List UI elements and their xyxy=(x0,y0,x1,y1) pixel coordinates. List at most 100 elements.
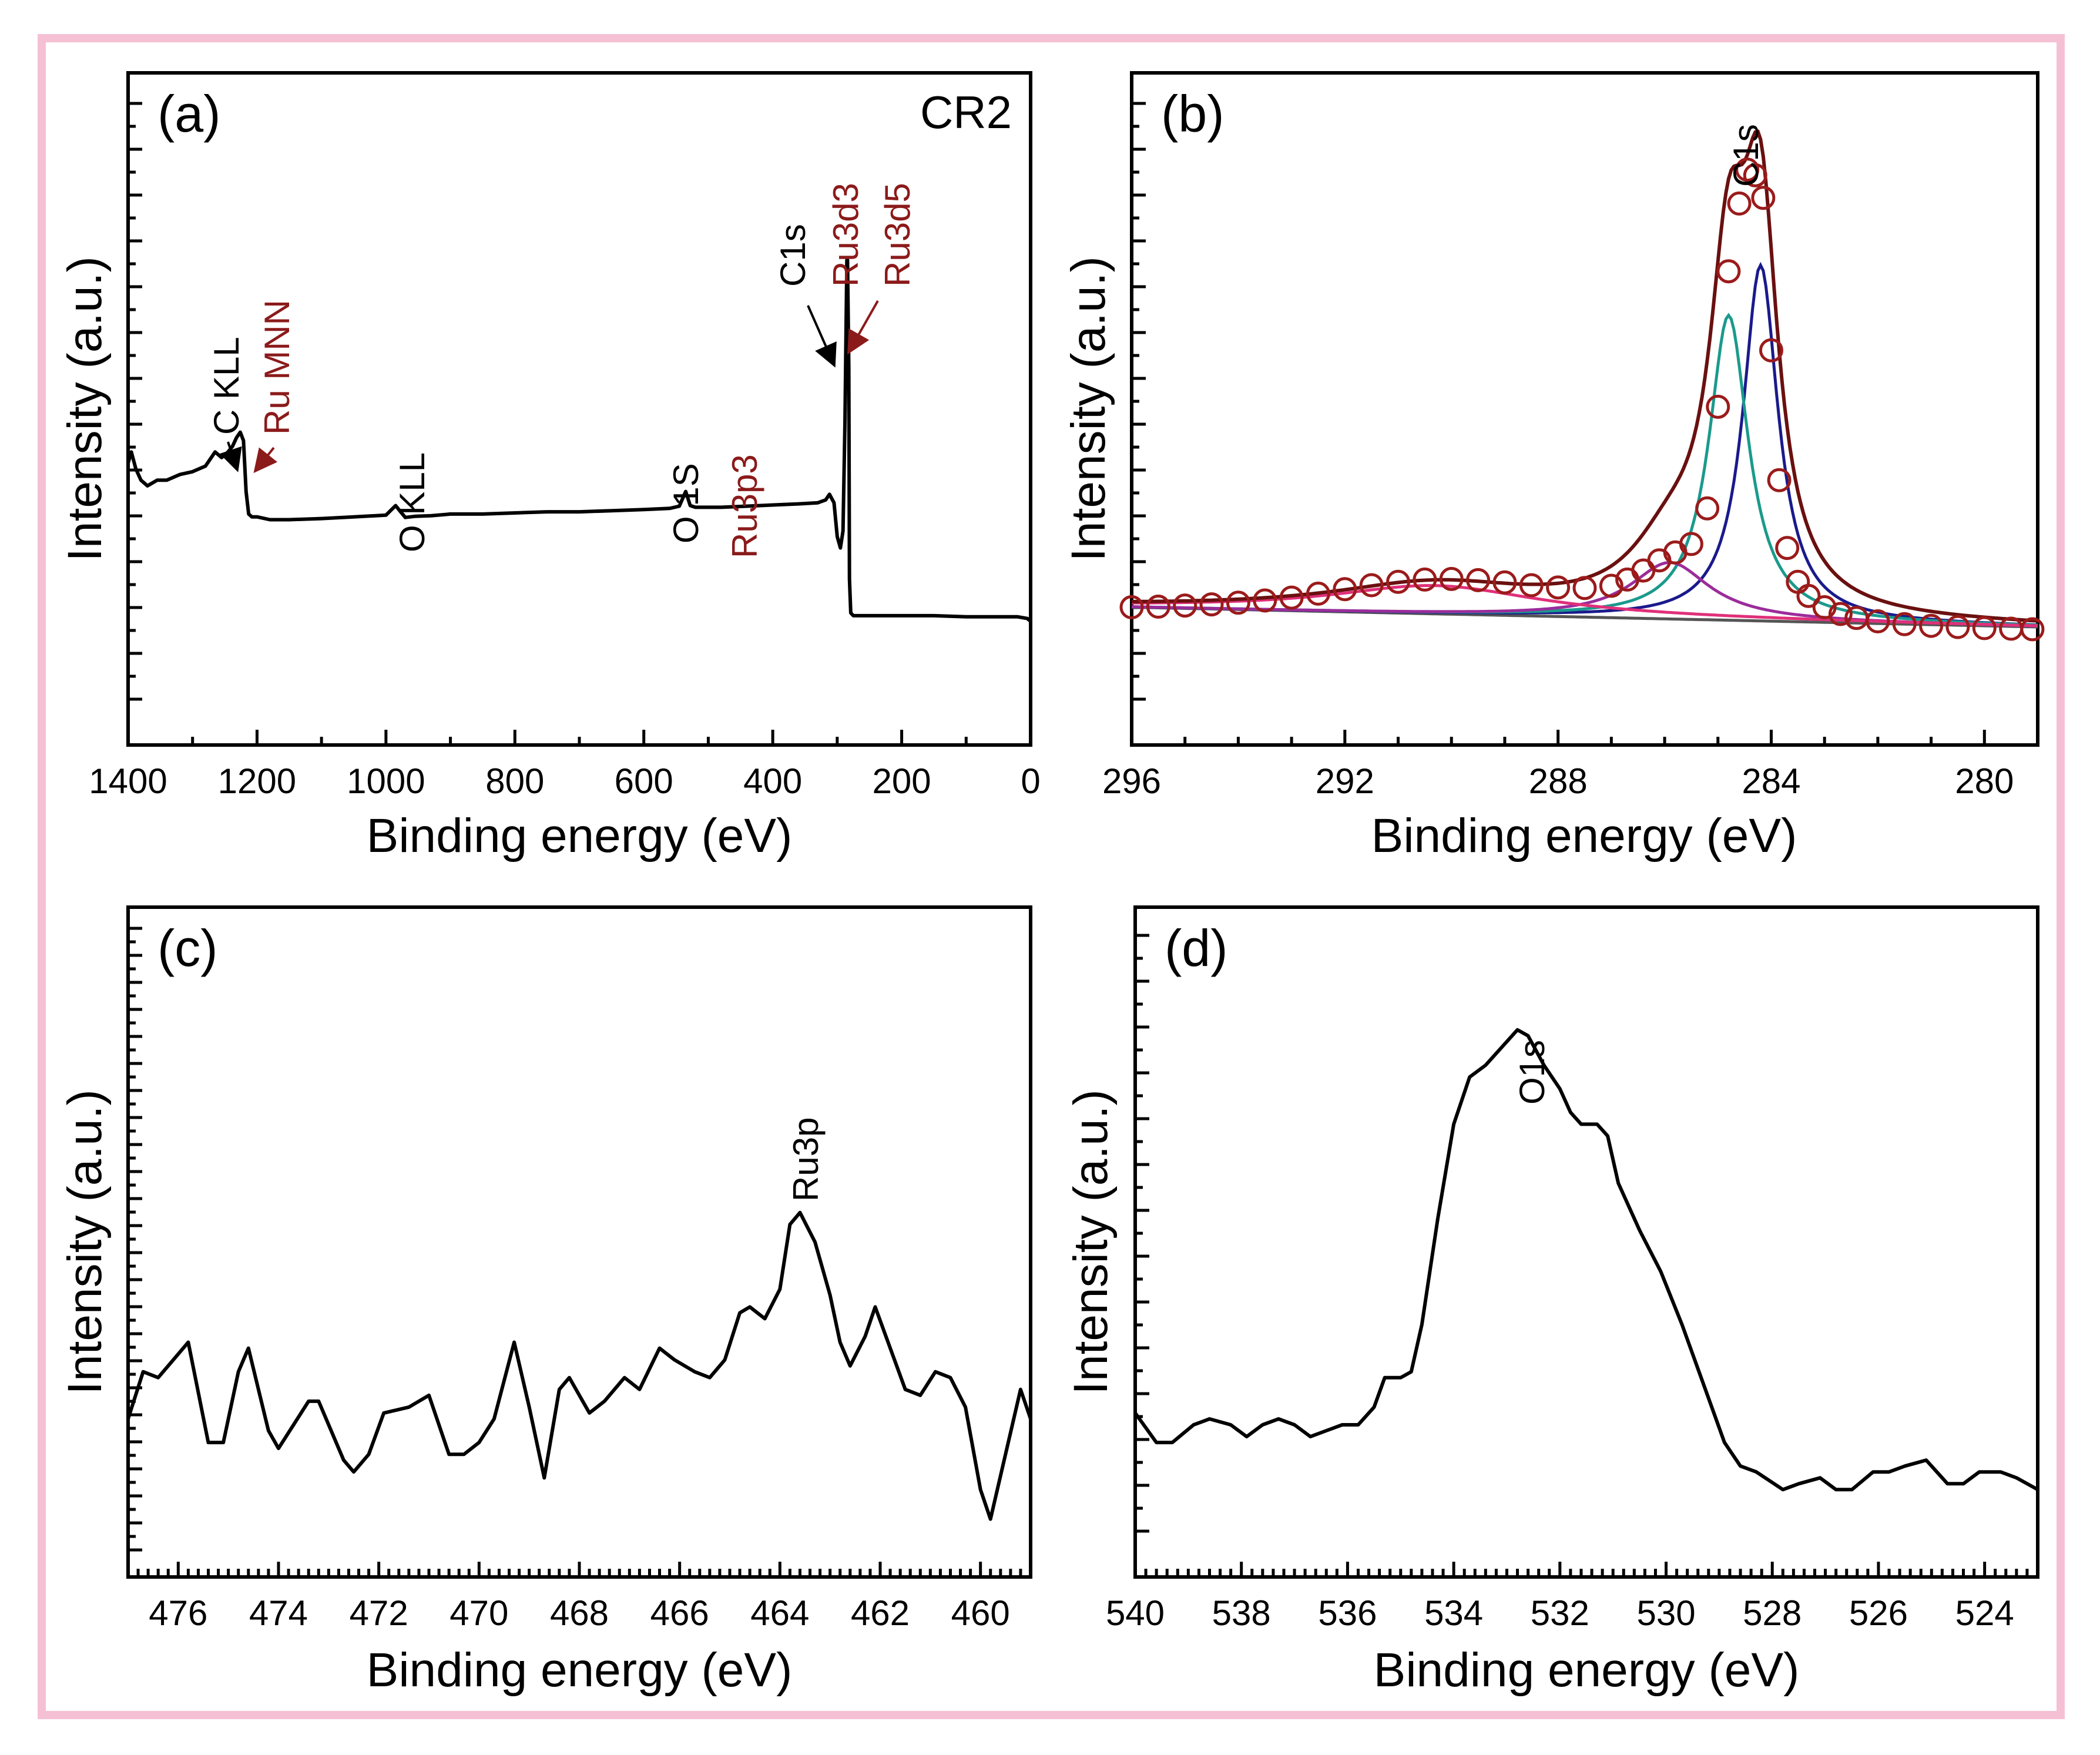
experimental-point xyxy=(1706,394,1730,419)
x-tick-label: 296 xyxy=(1102,761,1161,801)
x-tick-label: 538 xyxy=(1212,1593,1271,1633)
x-tick-label: 476 xyxy=(149,1593,207,1633)
experimental-point xyxy=(1279,585,1304,610)
annotation-c1s: C1s xyxy=(773,224,813,287)
panel-c: 476 474 472 470 468 466 464 462 460 (c) Ru3p Bin… xyxy=(58,905,1032,1697)
annotation-ru-mnn: Ru MNN xyxy=(257,300,297,435)
panel-c-tick-labels: 476 474 472 470 468 466 464 462 460 xyxy=(149,1593,1009,1633)
fit-component-line xyxy=(1132,584,2038,627)
experimental-point xyxy=(1716,259,1741,284)
x-tick-label: 528 xyxy=(1743,1593,1802,1633)
experimental-point xyxy=(1226,590,1250,615)
panel-b-peak-label: C1s xyxy=(1726,124,1766,187)
experimental-point xyxy=(1751,186,1776,210)
experimental-point xyxy=(1413,567,1437,592)
experimental-point xyxy=(1199,592,1224,617)
panel-b-y-axis-label: Intensity (a.u.) xyxy=(1062,256,1115,562)
experimental-point xyxy=(1359,573,1384,598)
experimental-point xyxy=(1945,615,1970,639)
x-tick-label: 1200 xyxy=(218,761,296,801)
x-tick-label: 474 xyxy=(249,1593,308,1633)
x-tick-label: 400 xyxy=(743,761,802,801)
annotation-ru-mnn-arrow xyxy=(253,447,278,474)
panel-a-tick-labels: 1400 1200 1000 800 600 400 200 0 xyxy=(89,761,1040,801)
experimental-point xyxy=(1999,616,2024,641)
panel-c-plot-frame xyxy=(126,905,1032,1579)
x-tick-label: 526 xyxy=(1849,1593,1908,1633)
panel-b-plot-frame xyxy=(1130,71,2039,747)
annotation-ru3d5-arrow xyxy=(847,300,879,355)
panel-b-x-axis-label: Binding energy (eV) xyxy=(1371,809,1797,863)
panel-d-spectrum-line xyxy=(1133,1028,2039,1492)
panel-c-label: (c) xyxy=(157,919,218,977)
panel-d-y-axis-label: Intensity (a.u.) xyxy=(1064,1089,1118,1395)
experimental-point xyxy=(1679,532,1703,556)
experimental-point xyxy=(1253,588,1277,613)
experimental-point xyxy=(1828,602,1853,626)
experimental-point xyxy=(1492,570,1517,595)
annotation-ru3p3: Ru3p3 xyxy=(725,454,764,558)
panel-c-peak-label: Ru3p xyxy=(786,1118,826,1202)
experimental-point xyxy=(1775,536,1800,561)
panel-a-label: (a) xyxy=(157,85,221,143)
panel-b: 296 292 288 284 280 (b) C1s Binding energy (… xyxy=(1062,71,2045,863)
panel-d-label: (d) xyxy=(1165,919,1228,977)
fit-component-line xyxy=(1131,261,2038,627)
panel-c-ticks xyxy=(126,927,1032,1577)
x-tick-label: 800 xyxy=(485,761,544,801)
panel-d-ticks xyxy=(1133,934,2039,1577)
x-tick-label: 460 xyxy=(951,1593,1010,1633)
x-tick-label: 200 xyxy=(873,761,931,801)
panel-c-spectrum-line xyxy=(126,1210,1032,1521)
panel-c-y-axis-label: Intensity (a.u.) xyxy=(58,1089,112,1395)
x-tick-label: 466 xyxy=(650,1593,709,1633)
x-tick-label: 600 xyxy=(615,761,673,801)
x-tick-label: 1400 xyxy=(89,761,167,801)
panel-a-ticks xyxy=(126,102,1032,745)
x-tick-label: 0 xyxy=(1021,761,1040,801)
experimental-point xyxy=(1519,573,1544,598)
panel-c-x-axis-label: Binding energy (eV) xyxy=(367,1643,793,1697)
panel-d-peak-label: O1s xyxy=(1512,1040,1552,1105)
annotation-ru3d3: Ru3d3 xyxy=(826,183,866,287)
experimental-point xyxy=(1572,576,1597,600)
x-tick-label: 280 xyxy=(1955,761,2014,801)
x-tick-label: 534 xyxy=(1424,1593,1483,1633)
experimental-point xyxy=(1919,613,1944,638)
x-tick-label: 288 xyxy=(1529,761,1588,801)
experimental-point xyxy=(1466,568,1491,592)
experimental-point xyxy=(1866,609,1890,634)
panel-b-experimental-points xyxy=(1119,157,2045,642)
experimental-point xyxy=(1972,616,1997,640)
panel-b-label: (b) xyxy=(1161,85,1225,143)
annotation-c-kll-arrow xyxy=(219,441,242,472)
experimental-point xyxy=(1892,612,1917,636)
annotation-o-1s: O 1S xyxy=(666,463,706,543)
x-tick-label: 524 xyxy=(1955,1593,2014,1633)
panel-a: 1400 1200 1000 800 600 400 200 0 (a) CR2 Bindin… xyxy=(58,71,1041,863)
annotation-ru3d5: Ru3d5 xyxy=(878,183,917,287)
panel-b-tick-labels: 296 292 288 284 280 xyxy=(1102,761,2014,801)
experimental-point xyxy=(1727,191,1752,216)
annotation-o-kll: O KLL xyxy=(393,452,432,552)
experimental-point xyxy=(1796,583,1821,608)
panel-a-y-axis-label: Intensity (a.u.) xyxy=(58,256,112,562)
x-tick-label: 532 xyxy=(1531,1593,1589,1633)
panel-a-sample-label: CR2 xyxy=(920,86,1012,138)
figure-border xyxy=(38,34,2065,1719)
experimental-point xyxy=(1743,163,1767,187)
panel-b-ticks xyxy=(1130,102,2039,745)
annotation-c1s-arrow xyxy=(807,305,837,368)
panel-b-fit-envelope xyxy=(1131,129,2038,623)
experimental-point xyxy=(1386,569,1411,594)
panel-d-x-axis-label: Binding energy (eV) xyxy=(1374,1643,1800,1697)
x-tick-label: 284 xyxy=(1742,761,1800,801)
panel-a-x-axis-label: Binding energy (eV) xyxy=(367,809,793,863)
panel-b-fit-components xyxy=(1131,261,2038,629)
experimental-point xyxy=(1759,338,1783,363)
x-tick-label: 540 xyxy=(1106,1593,1165,1633)
experimental-point xyxy=(1306,581,1330,606)
panel-d: 540 538 536 534 532 530 528 526 524 (d) O1s Bind… xyxy=(1064,905,2039,1697)
experimental-point xyxy=(1146,595,1170,619)
